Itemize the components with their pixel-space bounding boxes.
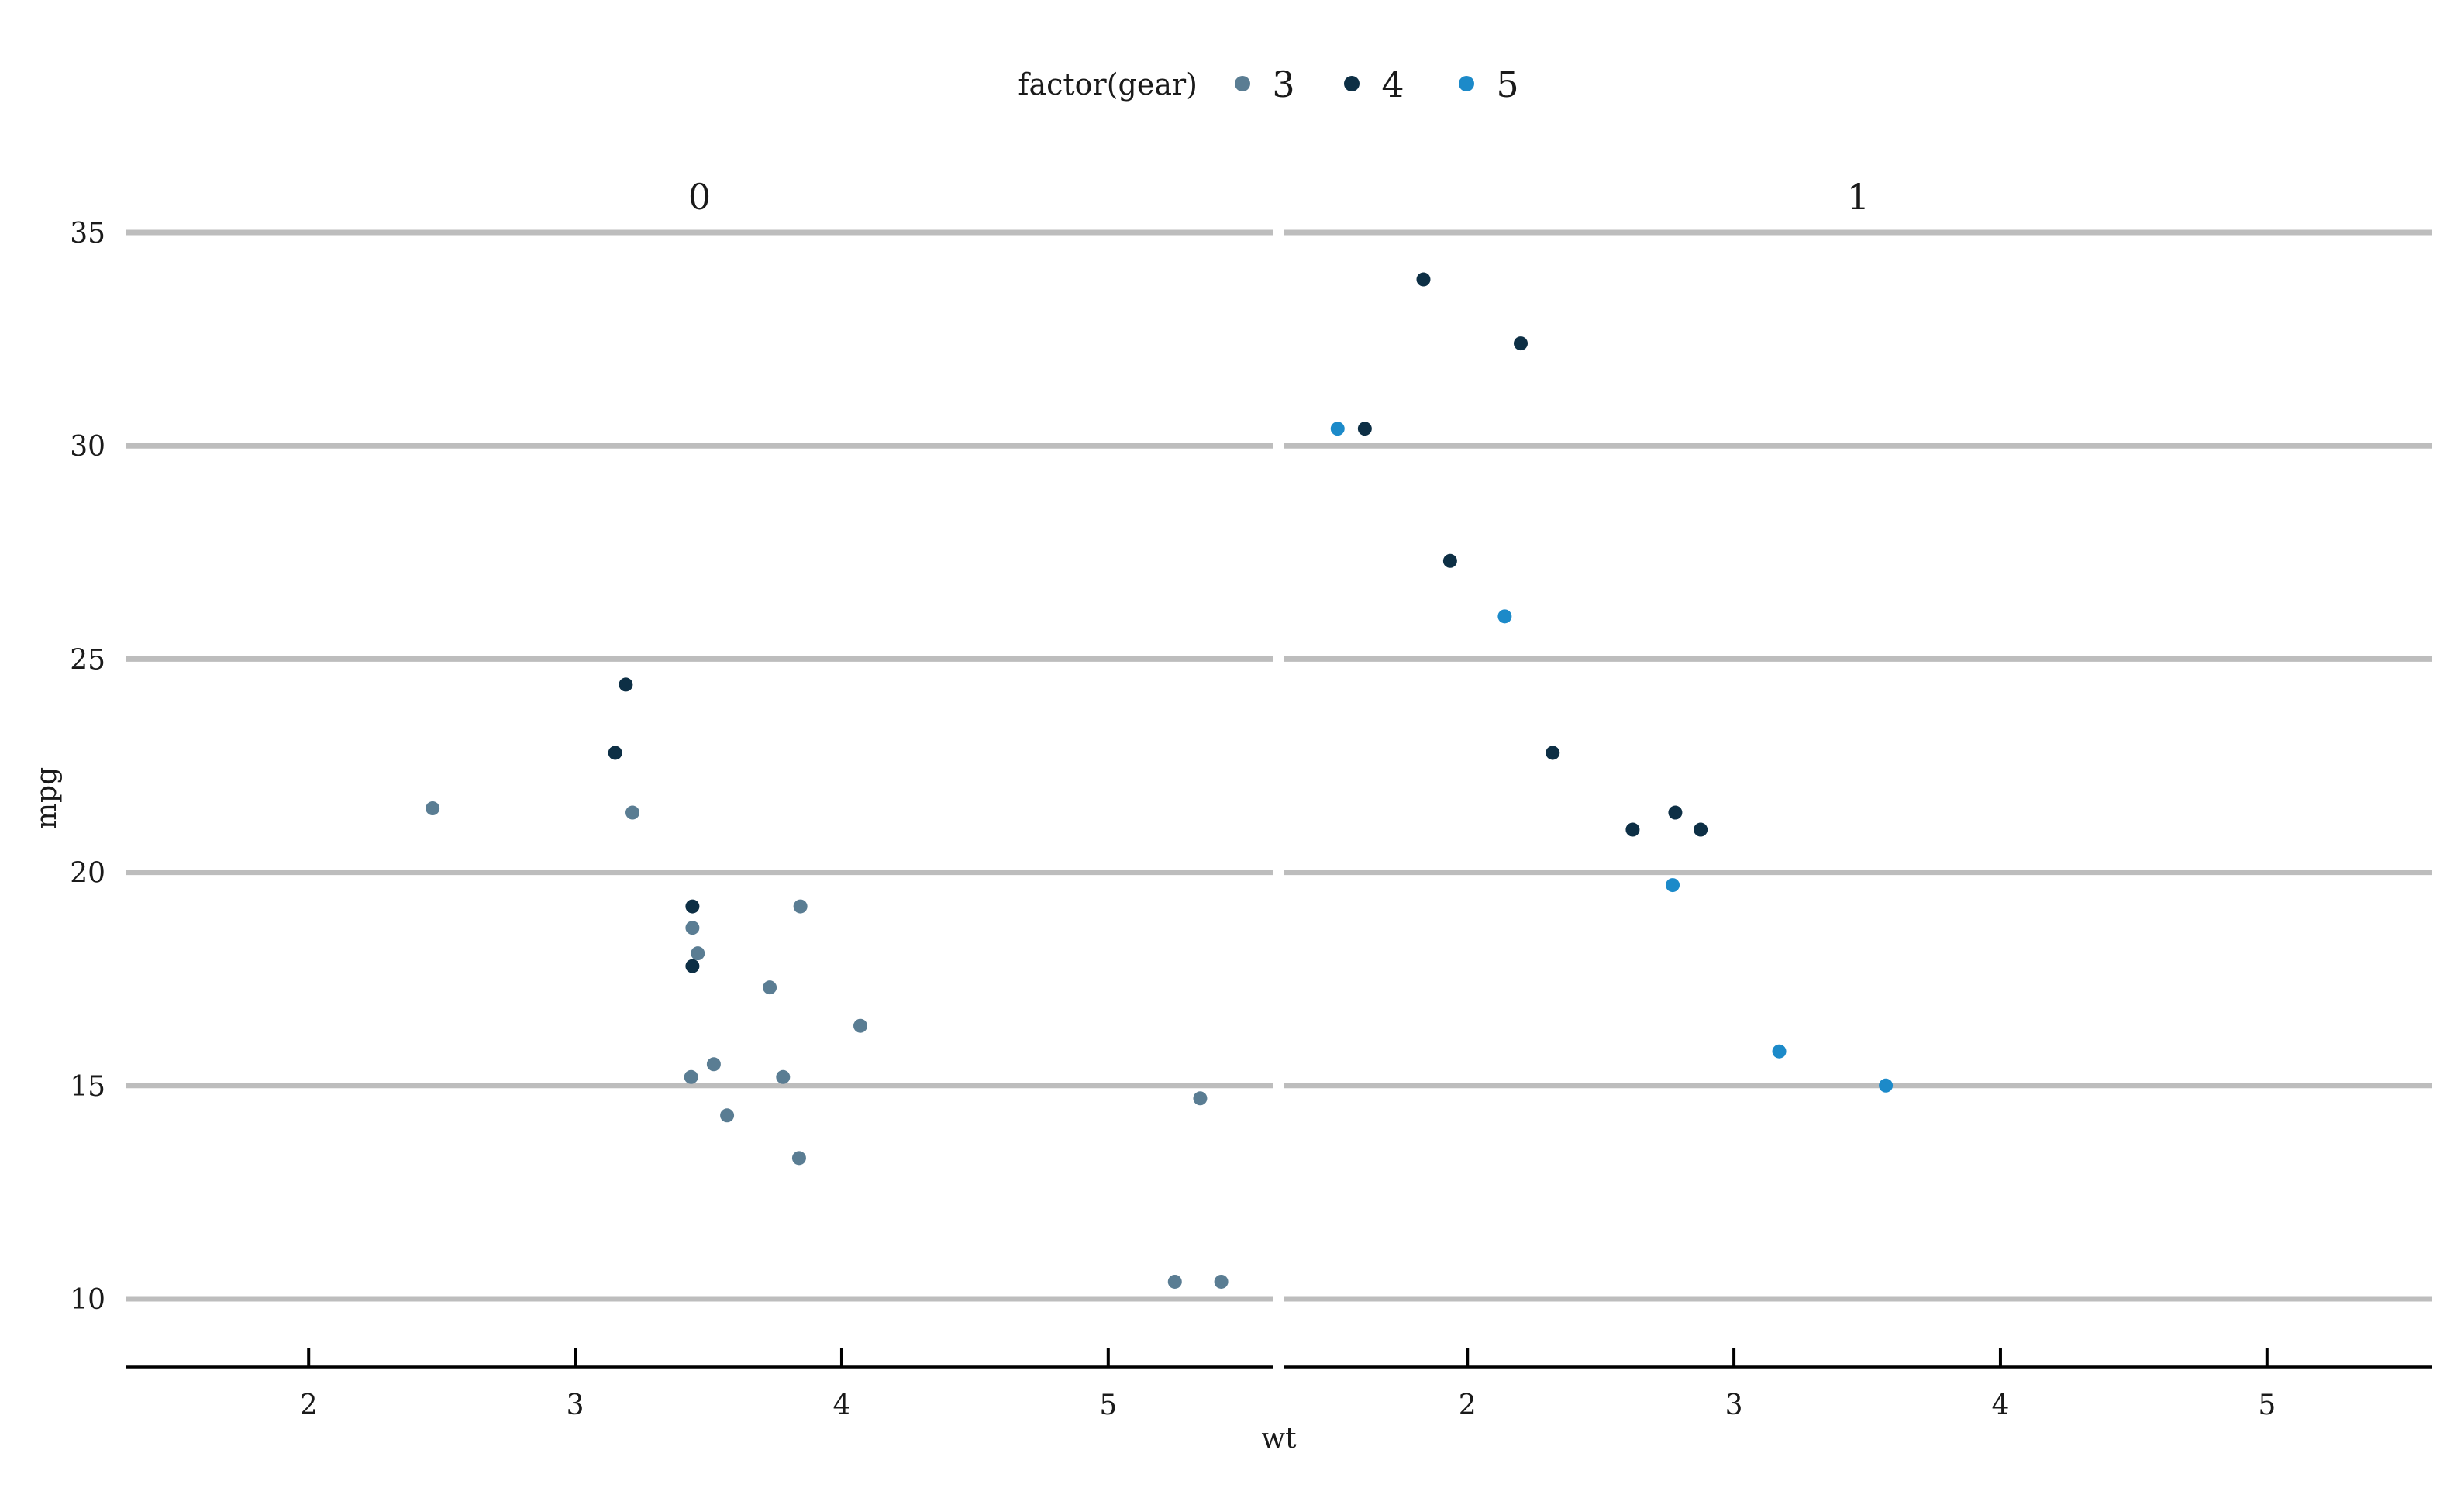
- point-gear-4: [608, 746, 622, 760]
- point-gear-4: [1694, 822, 1708, 837]
- y-axis-title: mpg: [31, 767, 63, 829]
- point-gear-3: [685, 921, 700, 935]
- legend-title: factor(gear): [1018, 67, 1198, 102]
- point-gear-5: [1772, 1044, 1787, 1059]
- y-tick-label-10: 10: [70, 1284, 105, 1316]
- y-tick-label-25: 25: [70, 644, 105, 676]
- legend-label-3: 3: [1272, 64, 1294, 105]
- point-gear-4: [1357, 422, 1372, 436]
- point-gear-3: [1214, 1274, 1229, 1289]
- point-gear-5: [1879, 1078, 1894, 1093]
- y-tick-label-35: 35: [70, 218, 105, 250]
- legend-key-4: [1344, 76, 1360, 91]
- point-gear-5: [1497, 609, 1512, 624]
- point-gear-3: [1193, 1091, 1208, 1106]
- x-tick-label-3: 3: [567, 1390, 584, 1421]
- point-gear-3: [625, 805, 640, 820]
- strip-label-0: 0: [688, 176, 711, 218]
- point-gear-3: [691, 946, 705, 961]
- facet-panel-1: 1 2 3 4 5: [1284, 176, 2432, 1421]
- legend-key-3: [1235, 76, 1250, 91]
- point-gear-4: [619, 677, 633, 692]
- facet-panel-0: 0 2 3 4 5 10 15 20 25 30 35: [70, 176, 1273, 1421]
- point-gear-3: [720, 1108, 735, 1123]
- x-tick-label-4: 4: [1991, 1390, 2009, 1421]
- facet-panels: 0 2 3 4 5 10 15 20 25 30 35 1 2 3 4 5: [70, 176, 2432, 1421]
- point-gear-3: [791, 1151, 806, 1166]
- point-gear-5: [1666, 878, 1680, 893]
- point-gear-3: [684, 1069, 698, 1084]
- y-tick-label-30: 30: [70, 431, 105, 463]
- point-gear-3: [853, 1018, 868, 1033]
- point-gear-4: [1546, 746, 1560, 760]
- point-gear-4: [1668, 805, 1683, 820]
- point-gear-3: [793, 899, 808, 914]
- x-tick-label-3: 3: [1725, 1390, 1743, 1421]
- point-gear-5: [1330, 422, 1345, 436]
- y-tick-label-15: 15: [70, 1071, 105, 1103]
- point-gear-4: [685, 959, 700, 973]
- legend-label-4: 4: [1381, 64, 1404, 105]
- legend: factor(gear) 3 4 5: [1018, 64, 1518, 105]
- point-gear-4: [1625, 822, 1640, 837]
- y-tick-label-20: 20: [70, 858, 105, 890]
- point-gear-3: [1167, 1274, 1182, 1289]
- x-tick-label-2: 2: [300, 1390, 318, 1421]
- point-gear-3: [763, 980, 777, 995]
- x-tick-label-2: 2: [1459, 1390, 1477, 1421]
- point-gear-3: [426, 801, 440, 816]
- point-gear-3: [706, 1057, 721, 1072]
- point-gear-4: [685, 899, 700, 914]
- strip-label-1: 1: [1847, 176, 1870, 218]
- legend-key-5: [1459, 76, 1474, 91]
- point-gear-3: [776, 1069, 791, 1084]
- x-tick-label-5: 5: [2258, 1390, 2276, 1421]
- legend-label-5: 5: [1496, 64, 1518, 105]
- point-gear-4: [1416, 272, 1431, 287]
- legend-items: 3 4 5: [1235, 64, 1519, 105]
- x-axis-title: wt: [1261, 1423, 1297, 1455]
- x-tick-label-5: 5: [1099, 1390, 1117, 1421]
- x-tick-label-4: 4: [832, 1390, 850, 1421]
- point-gear-4: [1442, 553, 1457, 568]
- point-gear-4: [1514, 336, 1528, 351]
